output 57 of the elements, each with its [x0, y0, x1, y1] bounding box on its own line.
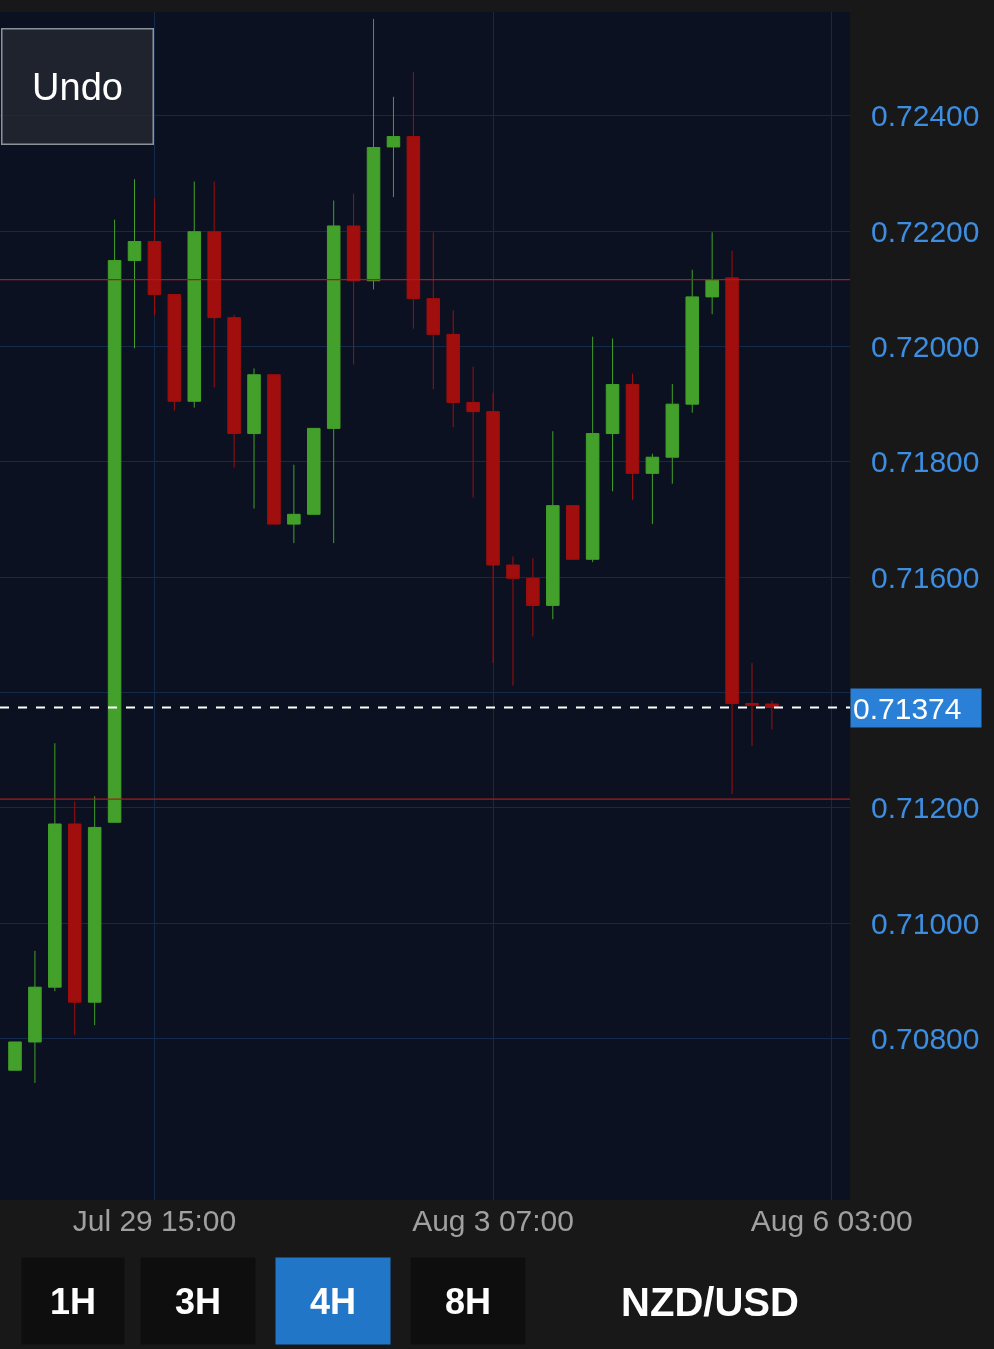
candlestick — [87, 795, 102, 1026]
candlestick — [486, 392, 500, 664]
annotation: Undo — [32, 65, 123, 108]
x-tick-label: Aug 3 07:00 — [412, 1204, 574, 1237]
y-tick-label: 0.71200 — [871, 791, 980, 825]
y-tick-label: 0.72200 — [871, 214, 980, 248]
candlestick — [565, 505, 580, 560]
candlestick — [307, 427, 321, 515]
y-tick-label: 0.70800 — [871, 1022, 980, 1056]
candlestick — [8, 1041, 22, 1071]
candlestick — [546, 430, 560, 620]
candlestick — [247, 367, 261, 510]
candlestick — [585, 336, 600, 563]
candlestick — [127, 178, 142, 349]
candlestick — [426, 231, 441, 390]
candlestick — [67, 801, 82, 1036]
candlestick — [267, 374, 281, 525]
text: 4H — [309, 1280, 357, 1322]
y-tick-label: 0.72400 — [871, 99, 980, 133]
candlestick — [645, 453, 660, 525]
candlestick — [605, 337, 620, 492]
y-tick-label: 0.71000 — [871, 906, 980, 940]
y-tick-label: 0.72000 — [871, 329, 980, 363]
candlestick — [187, 181, 202, 409]
x-tick-label: Jul 29 15:00 — [72, 1204, 237, 1237]
candlestick — [466, 366, 480, 499]
candlestick — [446, 309, 460, 428]
candlestick — [227, 314, 241, 469]
text: NZD/USD — [621, 1280, 799, 1324]
candlestick — [526, 557, 540, 638]
text: 3H — [174, 1280, 222, 1322]
candlestick — [167, 294, 182, 411]
ref-line-label: 0.71374 — [853, 691, 962, 725]
candlestick — [147, 197, 162, 316]
candlestick — [48, 742, 62, 992]
x-tick-label: Aug 6 03:00 — [750, 1204, 913, 1237]
candlestick — [506, 555, 520, 687]
candlestick — [745, 662, 759, 747]
candlestick — [366, 18, 381, 290]
candlestick — [665, 383, 680, 485]
y-tick-label: 0.71800 — [871, 445, 980, 479]
candlestick — [326, 200, 341, 544]
candlestick — [685, 269, 700, 414]
y-tick-label: 0.71600 — [871, 560, 980, 594]
text: 8H — [444, 1280, 492, 1322]
candlestick — [765, 700, 779, 730]
candlestick — [725, 250, 739, 795]
candlestick — [107, 219, 122, 823]
candlestick — [625, 373, 640, 501]
candlestick — [705, 231, 719, 315]
candlestick — [207, 181, 221, 388]
candlestick — [287, 464, 301, 544]
candlestick — [406, 71, 421, 330]
candlestick — [386, 96, 401, 198]
candlestick — [28, 950, 42, 1084]
candlestick — [346, 193, 361, 365]
text: 1H — [49, 1280, 97, 1322]
